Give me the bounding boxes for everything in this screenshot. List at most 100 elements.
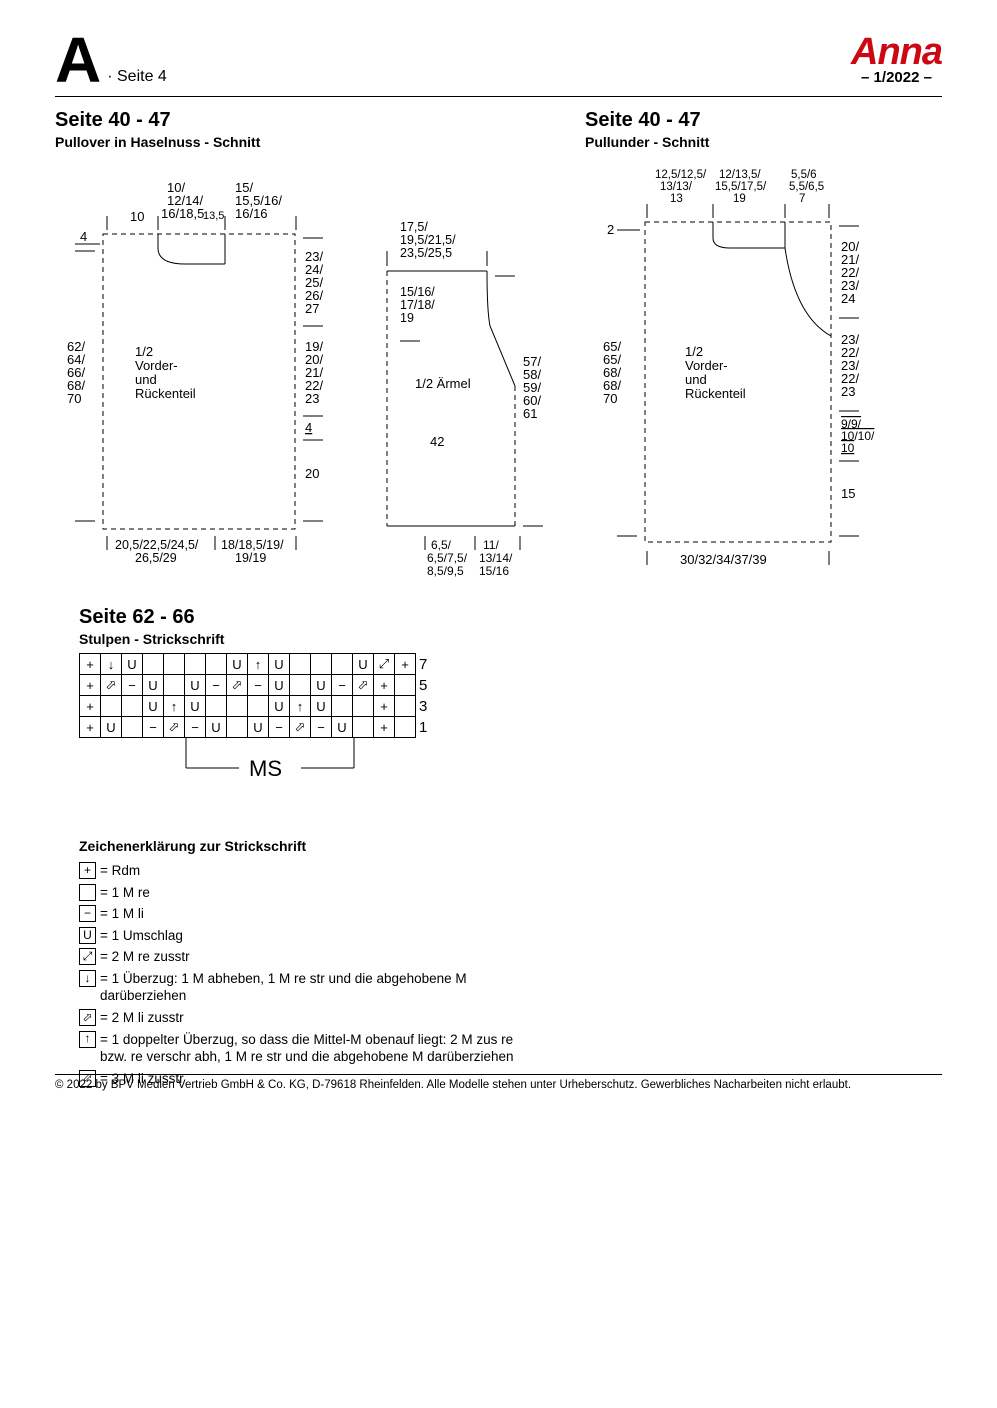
legend-row: ⬀= 2 M li zusstr — [79, 1009, 942, 1027]
chart-cell — [122, 696, 143, 717]
chart-cell: U — [185, 675, 206, 696]
legend-text: = Rdm — [100, 862, 140, 880]
chart-cell — [101, 696, 122, 717]
m-leftcol: 62/64/66/68/70 — [67, 339, 85, 406]
chart-cell: + — [374, 717, 395, 738]
chart-cell: U — [311, 675, 332, 696]
pullover-svg: 10 10/12/14/16/18,5 13,5 15/15,5/16/16/1… — [55, 156, 555, 586]
legend-text: = 1 doppelter Überzug, so dass die Mitte… — [100, 1031, 520, 1066]
chart-cell — [395, 696, 416, 717]
pullunder-block: Seite 40 - 47 Pullunder - Schnitt 12,5/1… — [585, 107, 925, 586]
section-letter: A — [55, 35, 101, 86]
legend-row: ↓= 1 Überzug: 1 M abheben, 1 M re str un… — [79, 970, 942, 1005]
chart-cell — [395, 717, 416, 738]
chart-cell — [164, 654, 185, 675]
m-rmid: 19/20/21/22/23 — [305, 339, 323, 406]
chart-cell: U — [227, 654, 248, 675]
legend-text: = 2 M re zusstr — [100, 948, 190, 966]
chart-cell — [332, 696, 353, 717]
chart-cell: − — [206, 675, 227, 696]
chart-cell — [290, 675, 311, 696]
chart-cell: ⬀ — [164, 717, 185, 738]
brand-block: Anna – 1/2022 – — [851, 35, 942, 86]
chart-cell: − — [143, 717, 164, 738]
pu-lc: 65/65/68/68/70 — [603, 339, 621, 406]
seite-ref: · Seite 4 — [107, 68, 167, 86]
pullover-title: Seite 40 - 47 — [55, 109, 555, 132]
chart-cell: + — [374, 696, 395, 717]
slv-rcol: 57/58/59/60/61 — [523, 354, 541, 421]
chart-cell — [290, 654, 311, 675]
m-10: 10 — [130, 209, 144, 224]
header-rule — [55, 96, 942, 97]
pullunder-svg: 12,5/12,5/13/13/13 12/13,5/15,5/17,5/19 … — [585, 156, 925, 586]
chart-cell: U — [143, 696, 164, 717]
legend-symbol: + — [79, 862, 96, 879]
slv-top: 17,5/19,5/21,5/23,5/25,5 — [400, 220, 456, 260]
legend-row: U= 1 Umschlag — [79, 927, 942, 945]
slv-label: 1/2 Ärmel — [415, 376, 471, 391]
legend-symbol: ↑ — [79, 1031, 96, 1048]
pu-c1: 12,5/12,5/13/13/13 — [655, 169, 707, 205]
slv-ur: 15/16/17/18/19 — [400, 285, 435, 325]
chart-cell: + — [395, 654, 416, 675]
chart-cell — [248, 696, 269, 717]
pullunder-title: Seite 40 - 47 — [585, 109, 925, 132]
m-mid2: 13,5 — [203, 210, 224, 222]
slv-br: 11/13/14/15/16 — [479, 538, 513, 578]
chart-cell: − — [311, 717, 332, 738]
legend-row: = 1 M re — [79, 884, 942, 902]
chart-cell: − — [269, 717, 290, 738]
slv-bl: 6,5/6,5/7,5/8,5/9,5 — [427, 538, 468, 578]
chart-cell — [311, 654, 332, 675]
chart-cell — [206, 696, 227, 717]
letter-block: A · Seite 4 — [55, 35, 167, 86]
legend-text: = 1 M re — [100, 884, 150, 902]
pu-c2: 12/13,5/15,5/17,5/19 — [715, 169, 767, 205]
stulpen-subtitle: Stulpen - Strickschrift — [79, 631, 942, 647]
body-label: 1/2Vorder-undRückenteil — [135, 344, 196, 401]
chart-cell: + — [80, 654, 101, 675]
stulpen-title: Seite 62 - 66 — [79, 606, 942, 629]
legend-row: += Rdm — [79, 862, 942, 880]
page-header: A · Seite 4 Anna – 1/2022 – — [55, 35, 942, 86]
legend-text: = 1 M li — [100, 905, 144, 923]
chart-cell — [332, 654, 353, 675]
chart-cell — [353, 717, 374, 738]
chart-cell: ↑ — [290, 696, 311, 717]
legend-row: ⤢= 2 M re zusstr — [79, 948, 942, 966]
chart-cell: U — [353, 654, 374, 675]
issue-number: – 1/2022 – — [851, 69, 942, 86]
pullover-block: Seite 40 - 47 Pullover in Haselnuss - Sc… — [55, 107, 555, 586]
legend-symbol — [79, 884, 96, 901]
chart-cell: ⬀ — [227, 675, 248, 696]
chart-cell: ↑ — [248, 654, 269, 675]
chart-cell: + — [374, 675, 395, 696]
chart-cell: U — [143, 675, 164, 696]
chart-cell — [143, 654, 164, 675]
chart-cell: U — [269, 675, 290, 696]
slv-42: 42 — [430, 434, 444, 449]
chart-cell: ⬀ — [290, 717, 311, 738]
chart-rownum: 1 — [416, 717, 434, 738]
chart-cell: − — [248, 675, 269, 696]
chart-cell: ⬀ — [353, 675, 374, 696]
chart-cell: + — [80, 717, 101, 738]
ms-label: MS — [249, 756, 282, 781]
chart-cell — [353, 696, 374, 717]
legend-symbol: U — [79, 927, 96, 944]
chart-cell: − — [185, 717, 206, 738]
chart-cell: ⤢ — [374, 654, 395, 675]
chart-cell — [227, 717, 248, 738]
legend: Zeichenerklärung zur Strickschrift += Rd… — [79, 838, 942, 1087]
chart-cell: U — [206, 717, 227, 738]
chart-cell: + — [80, 675, 101, 696]
chart-cell — [185, 654, 206, 675]
chart-cell: U — [101, 717, 122, 738]
brand-name: Anna — [851, 35, 942, 69]
chart-cell: U — [311, 696, 332, 717]
legend-symbol: ⤢ — [79, 948, 96, 965]
pullunder-subtitle: Pullunder - Schnitt — [585, 134, 925, 150]
m-4u: 4 — [305, 420, 312, 435]
m-mid: 10/12/14/16/18,5 — [161, 180, 204, 221]
